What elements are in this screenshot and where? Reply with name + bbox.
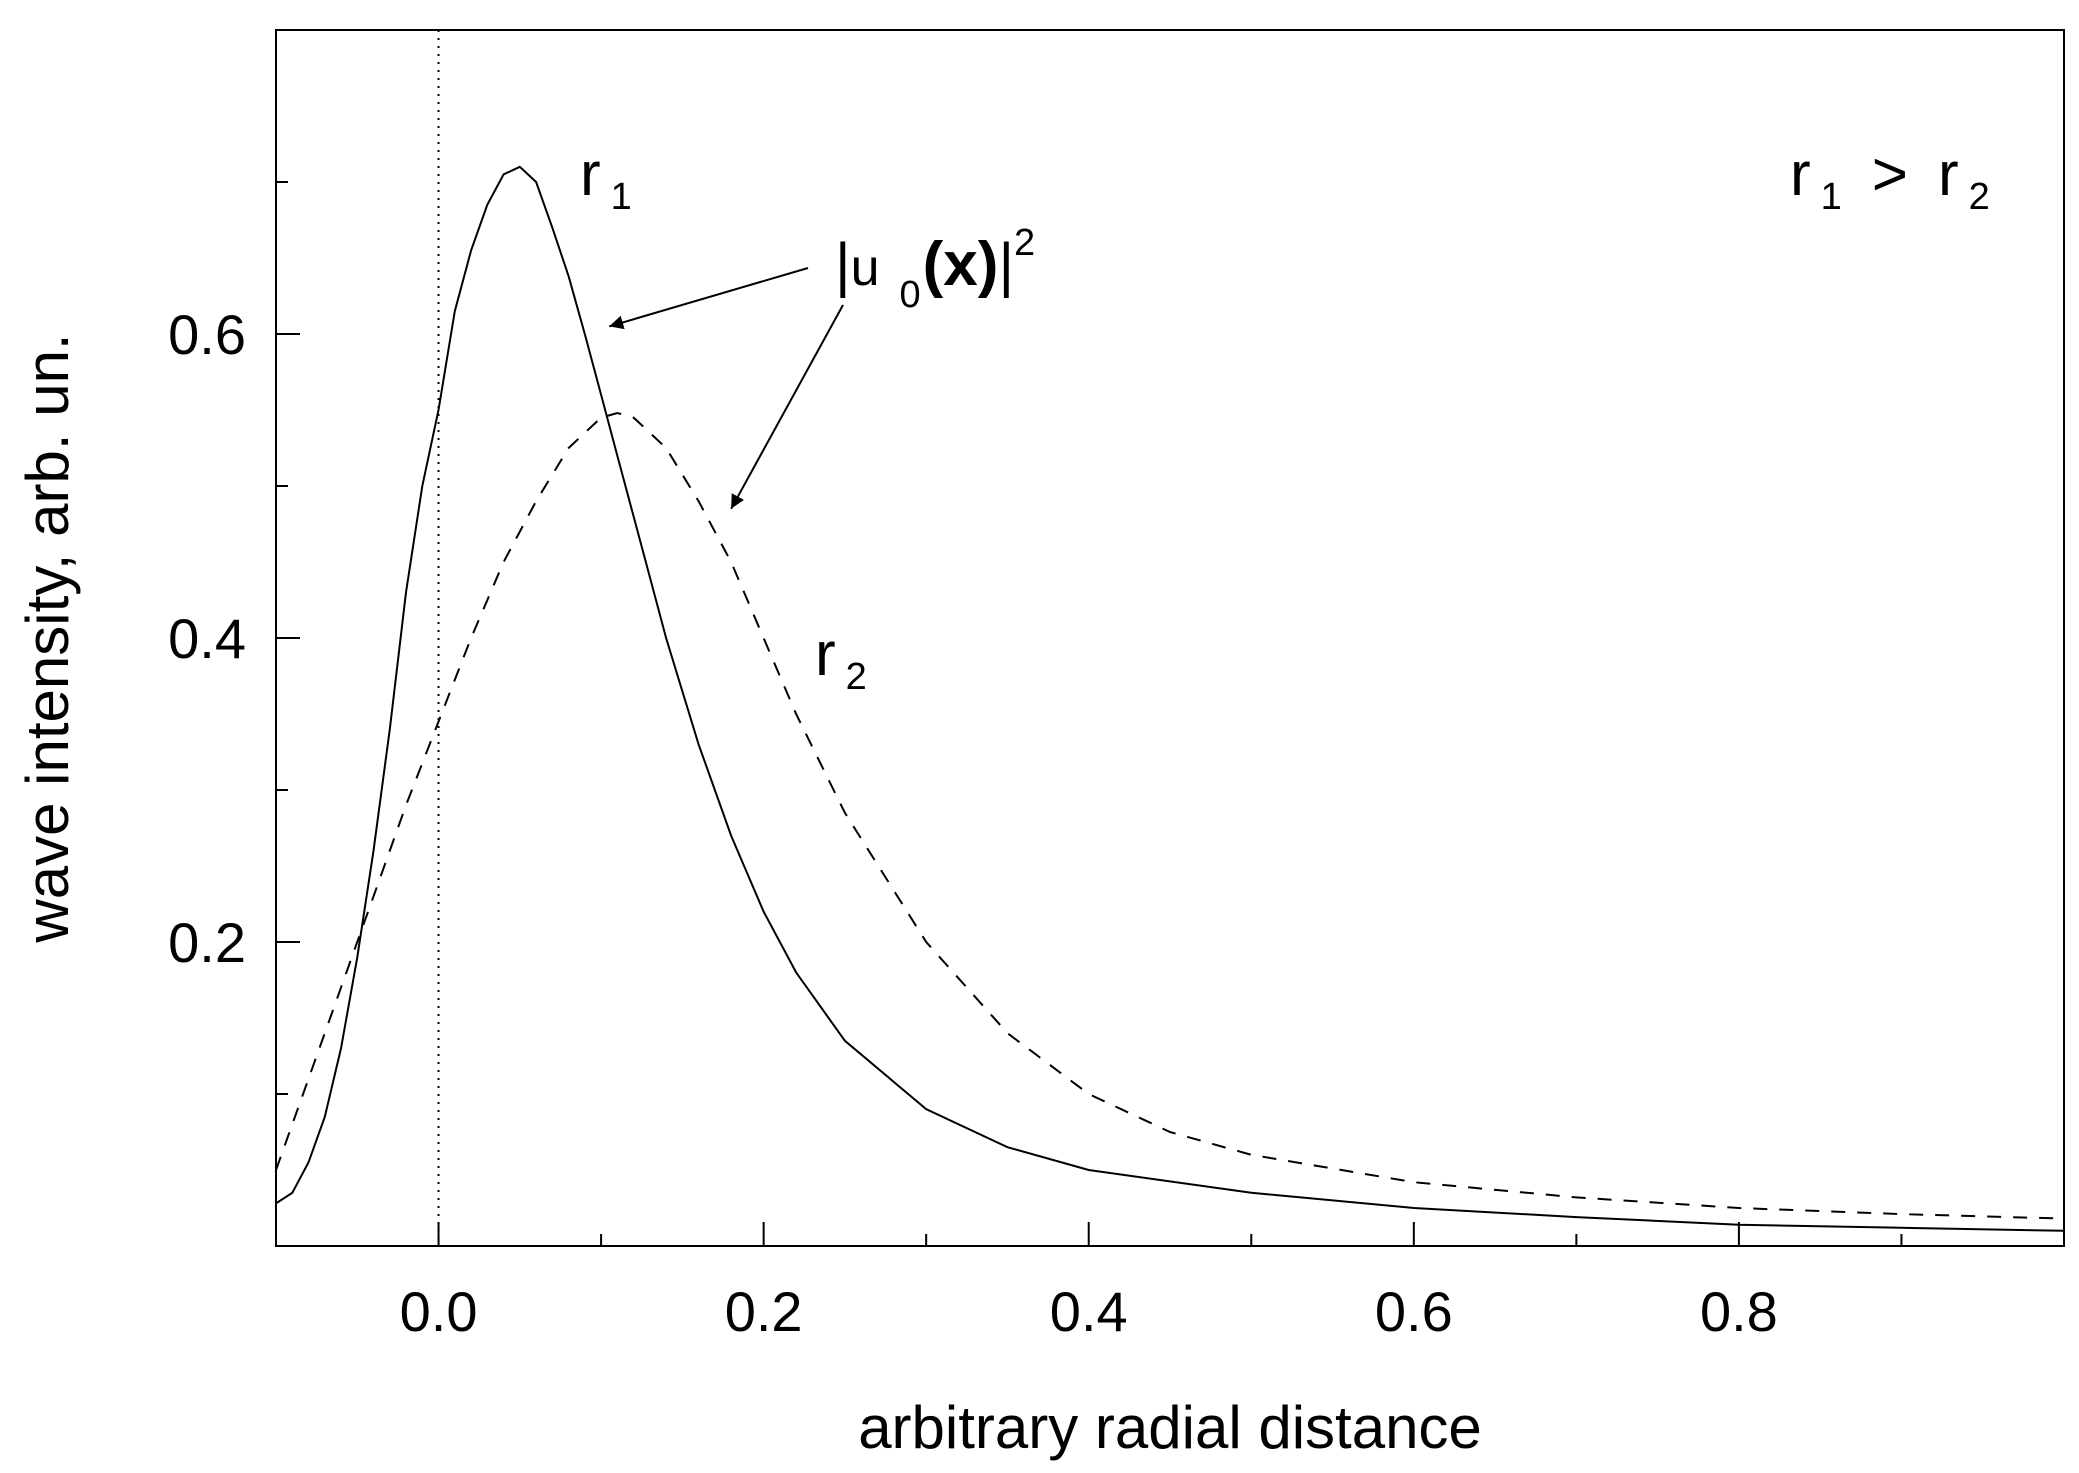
x-tick-label: 0.0 [400, 1280, 478, 1343]
y-tick-label: 0.6 [168, 303, 246, 366]
annotation-relation: r 1 > r 2 [1790, 140, 1990, 218]
y-tick-label: 0.2 [168, 911, 246, 974]
plot-frame [275, 29, 2065, 1247]
x-tick-label: 0.8 [1700, 1280, 1778, 1343]
x-tick-label: 0.6 [1375, 1280, 1453, 1343]
x-axis-ticks: 0.0 0.2 0.4 0.6 0.8 [275, 1222, 2065, 1343]
series-r1-curve [275, 165, 2065, 1232]
y-axis-title: wave intensity, arb. un. [14, 333, 81, 943]
annotation-function: |u 0(x)|2 [835, 222, 1035, 316]
y-tick-label: 0.4 [168, 607, 246, 670]
x-tick-label: 0.4 [1050, 1280, 1128, 1343]
arrow-to-r2-curve [730, 304, 844, 510]
y-axis-ticks: 0.2 0.4 0.6 [168, 181, 300, 1095]
x-axis-title: arbitrary radial distance [858, 1394, 1482, 1461]
series-r2-curve [275, 411, 2065, 1220]
arrow-to-r1-curve [608, 267, 809, 330]
x-tick-label: 0.2 [725, 1280, 803, 1343]
